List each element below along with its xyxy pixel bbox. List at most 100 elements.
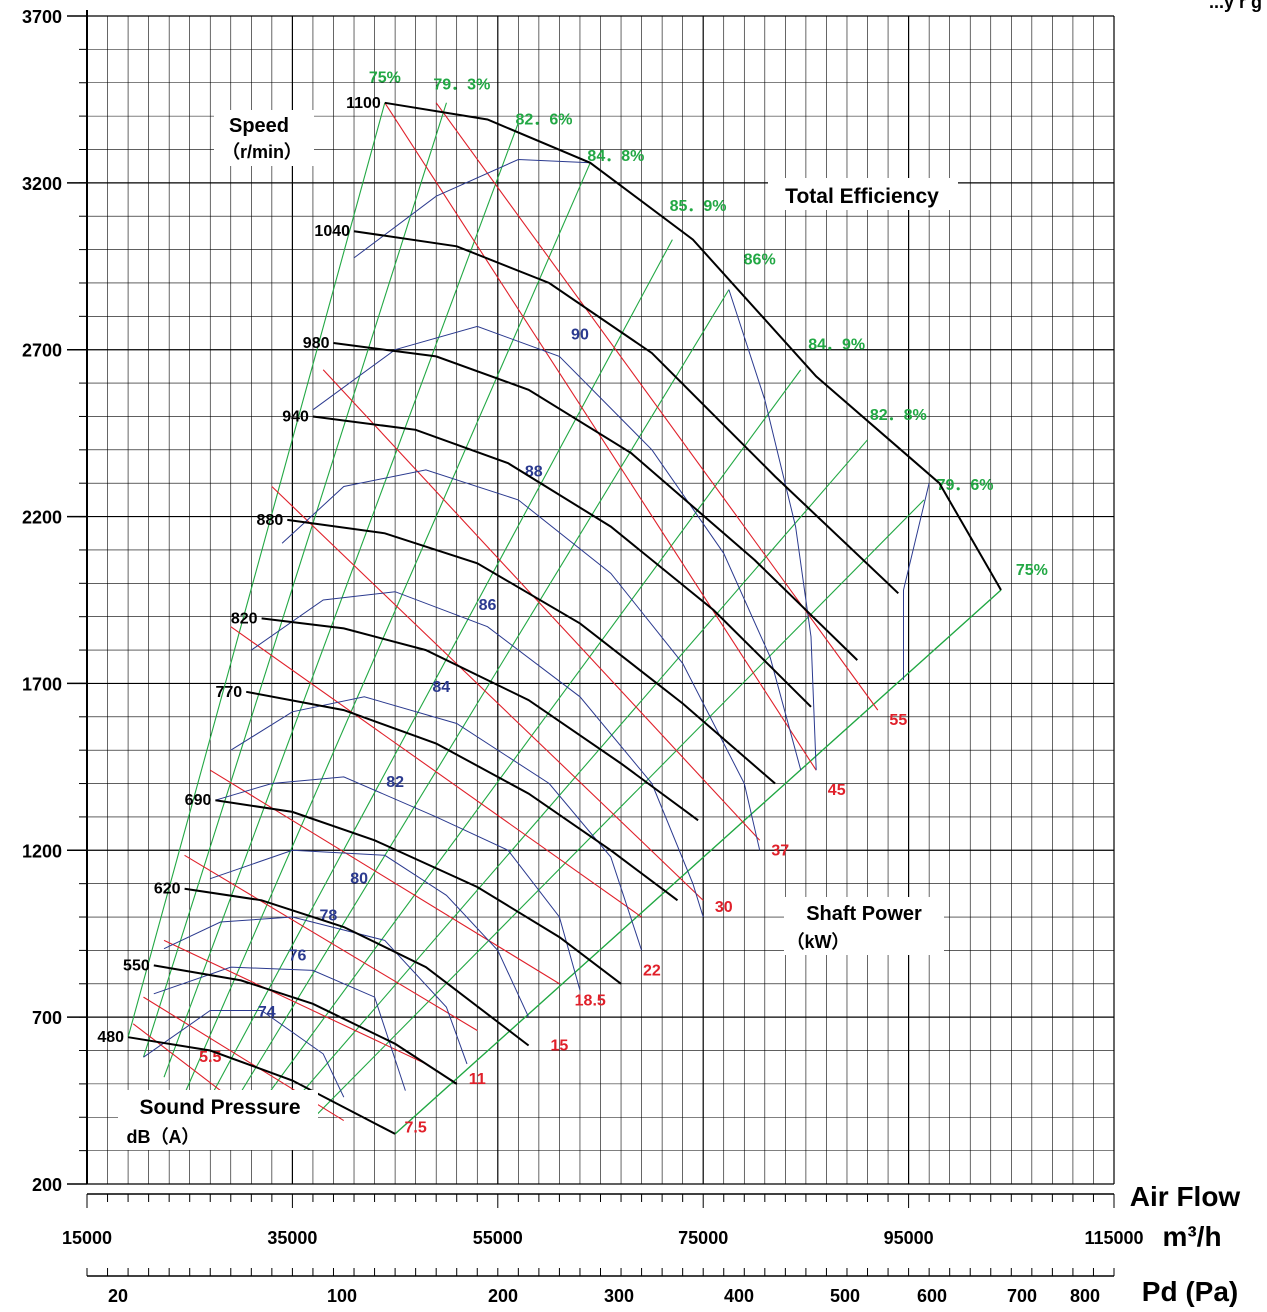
power-line <box>271 486 704 901</box>
efficiency-line <box>142 102 447 1058</box>
power-line <box>184 854 478 1031</box>
efficiency-lines: 75% 79．3% 82．6% 84．8% 85．9% 86% 84．9% 82．8% 79．6… <box>127 70 1048 1135</box>
power-label: 22 <box>643 962 661 979</box>
efficiency-label: 79．3% <box>433 76 490 93</box>
speed-curve <box>246 690 679 902</box>
sound-curve <box>143 1010 345 1098</box>
sound-curve <box>903 483 930 681</box>
pd-tick-label: 600 <box>917 1286 947 1306</box>
sound-curve <box>230 696 643 951</box>
speed-curve <box>153 964 458 1085</box>
power-line <box>163 939 427 1065</box>
x-tick-label: 115000 <box>1084 1228 1143 1248</box>
sound-label: 80 <box>350 871 368 888</box>
speed-label: 940 <box>282 408 309 425</box>
efficiency-label: 82．6% <box>516 111 573 128</box>
speed-curve <box>353 230 899 595</box>
y-tick-label: 700 <box>32 1008 62 1028</box>
speed-label: 690 <box>185 792 212 809</box>
speed-curve <box>127 1036 396 1135</box>
speed-label: 1100 <box>346 95 381 112</box>
power-label: 37 <box>771 842 789 859</box>
power-label: 45 <box>828 782 846 799</box>
power-line <box>209 769 560 985</box>
power-label: 18.5 <box>575 992 606 1009</box>
speed-curve <box>261 617 699 822</box>
speed-curves: 480 550 620 690 770 820 880 940 980 1040 1100 <box>97 95 1002 1135</box>
sound-label: 90 <box>571 327 589 344</box>
speed-label: 550 <box>123 957 150 974</box>
power-label: 7.5 <box>405 1119 427 1136</box>
pd-tick-label: 700 <box>1007 1286 1037 1306</box>
speed-label: 880 <box>257 512 284 529</box>
x-tick-label: 55000 <box>473 1228 523 1248</box>
efficiency-title-bg <box>768 178 958 210</box>
chart-labels: Air Flow m³/h Pd (Pa) ...y r g Speed （r/min） T… <box>118 0 1262 1307</box>
efficiency-line <box>271 439 868 1128</box>
speed-label: 620 <box>154 881 181 898</box>
pd-tick-label: 100 <box>327 1286 357 1306</box>
efficiency-label: 82．8% <box>870 407 927 424</box>
sound-label: 86 <box>479 597 497 614</box>
y-tick-label: 3200 <box>22 174 62 194</box>
speed-title: Speed <box>229 115 289 137</box>
sound-curve <box>728 289 817 771</box>
power-title-bg <box>784 897 944 955</box>
y-tick-label: 1700 <box>22 674 62 694</box>
envelope-edge <box>394 589 1002 1135</box>
pd-axis-title: Pd (Pa) <box>1142 1276 1238 1307</box>
efficiency-label: 79．6% <box>937 477 994 494</box>
sound-curve <box>251 591 704 918</box>
y-tick-label: 2200 <box>22 508 62 528</box>
x-tick-label: 15000 <box>62 1228 112 1248</box>
efficiency-label: 75% <box>369 70 401 87</box>
efficiency-line <box>163 122 519 1078</box>
pd-tick-label: 200 <box>488 1286 518 1306</box>
efficiency-label: 85．9% <box>670 198 727 215</box>
sound-curve <box>210 849 530 1018</box>
efficiency-line <box>184 162 591 1095</box>
x-axis-unit: m³/h <box>1162 1221 1221 1252</box>
power-title: Shaft Power <box>806 903 922 925</box>
speed-curve <box>184 887 530 1047</box>
axes: 3700 3200 2700 2200 1700 1200 700 200 15000 35000… <box>22 7 1144 1306</box>
power-unit: （kW） <box>787 932 850 952</box>
power-label: 5.5 <box>199 1049 221 1066</box>
x-tick-label: 75000 <box>678 1228 728 1248</box>
efficiency-label: 84．8% <box>587 148 644 165</box>
efficiency-label: 75% <box>1016 562 1048 579</box>
speed-label: 480 <box>97 1029 124 1046</box>
pd-tick-label: 300 <box>604 1286 634 1306</box>
pd-tick-label: 800 <box>1070 1286 1100 1306</box>
speed-label: 1040 <box>314 223 350 240</box>
sound-curve <box>312 325 802 771</box>
power-line <box>132 1023 221 1091</box>
speed-curve <box>333 342 858 661</box>
efficiency-title: Total Efficiency <box>785 185 939 208</box>
power-label: 55 <box>889 712 907 729</box>
efficiency-line <box>204 239 673 1108</box>
sound-label: 84 <box>432 679 450 696</box>
efficiency-line <box>127 102 386 1038</box>
power-line <box>322 369 761 841</box>
sound-label: 82 <box>386 774 404 791</box>
power-label: 11 <box>469 1071 486 1088</box>
speed-curve <box>215 799 622 985</box>
grid <box>86 15 1115 1185</box>
speed-label: 770 <box>215 684 242 701</box>
pd-tick-label: 500 <box>830 1286 860 1306</box>
speed-curve <box>384 101 1002 591</box>
power-line <box>384 102 817 771</box>
speed-curve <box>287 518 776 785</box>
y-tick-label: 3700 <box>22 7 62 27</box>
speed-unit: （r/min） <box>222 142 302 162</box>
sound-curve <box>163 916 468 1065</box>
efficiency-line <box>225 289 730 1118</box>
pd-tick-label: 400 <box>724 1286 754 1306</box>
y-tick-label: 2700 <box>22 341 62 361</box>
power-line <box>230 626 642 918</box>
sound-curve <box>153 966 406 1091</box>
sound-unit: dB（A） <box>127 1127 200 1147</box>
sound-label: 76 <box>289 947 307 964</box>
